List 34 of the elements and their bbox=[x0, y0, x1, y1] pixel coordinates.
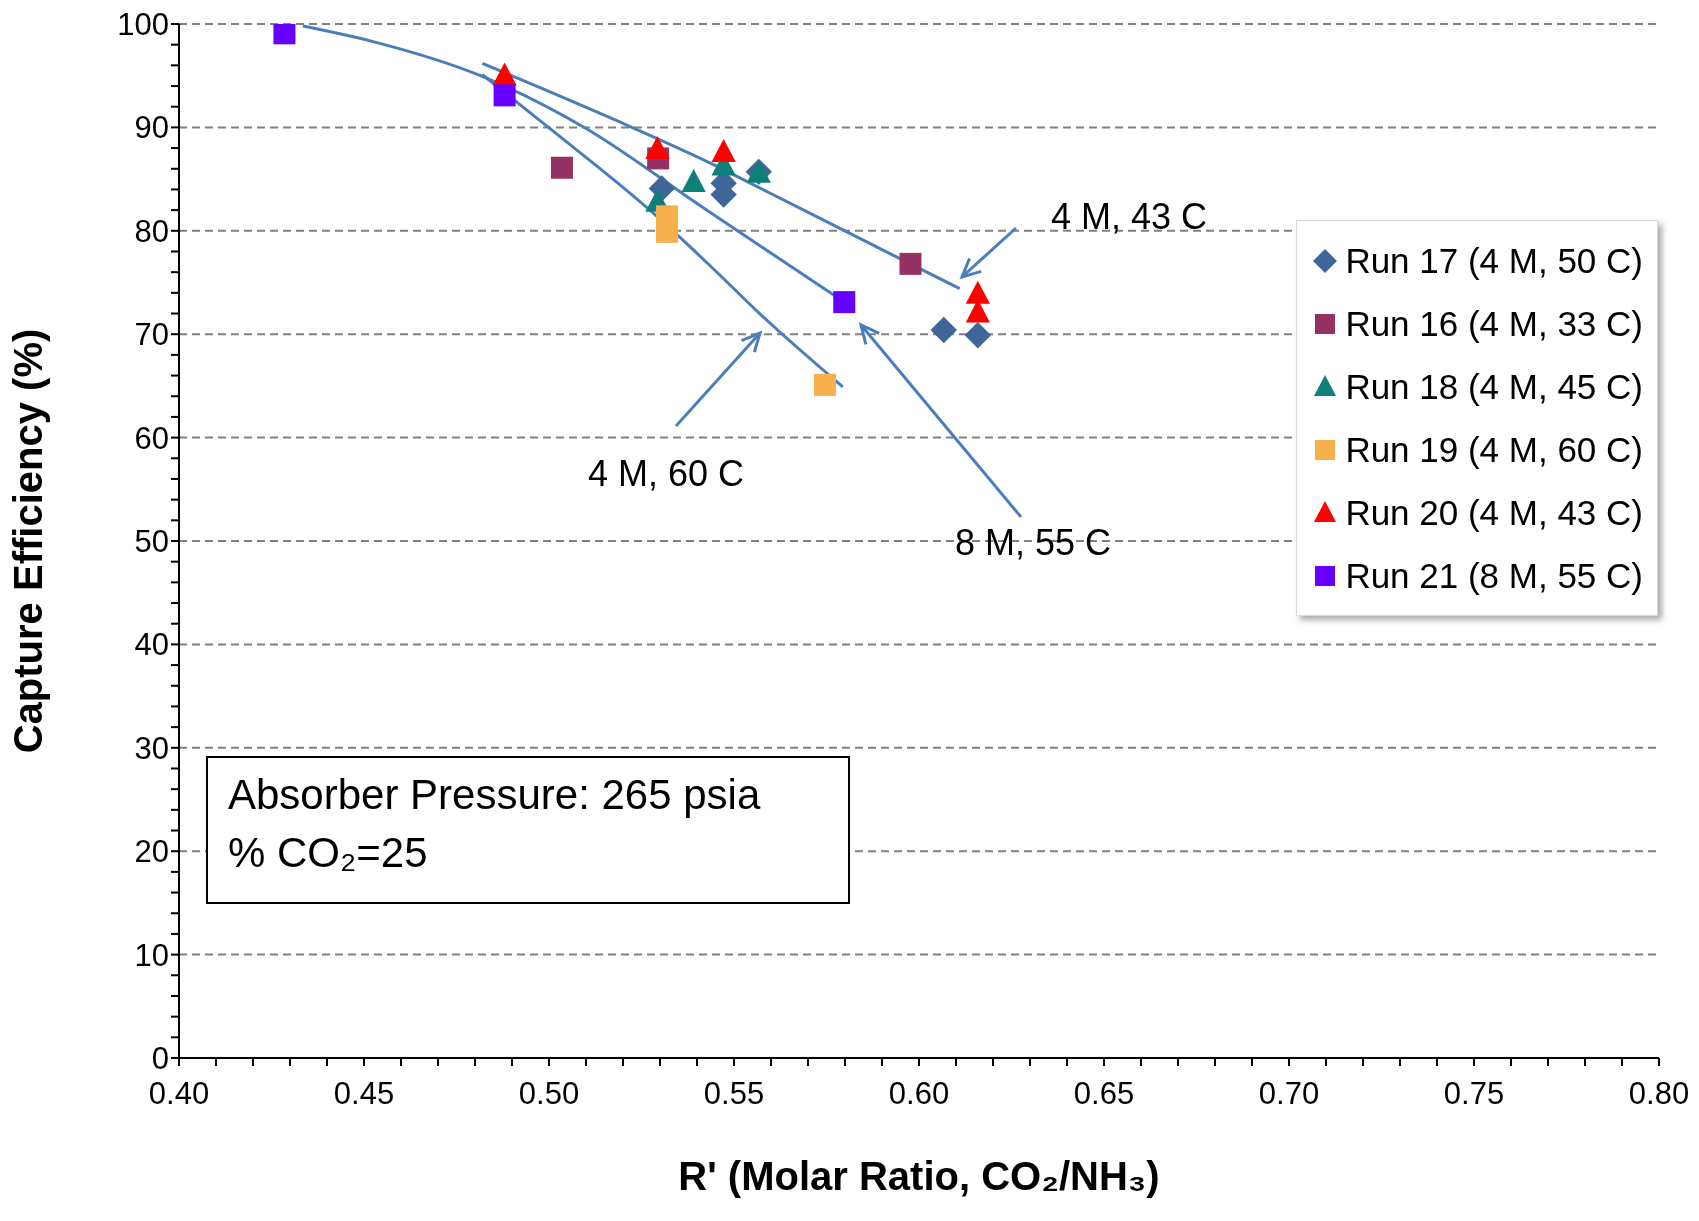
y-tick-label: 70 bbox=[134, 317, 169, 353]
y-tick-label: 90 bbox=[134, 110, 169, 146]
x-tick-label: 0.75 bbox=[1443, 1076, 1505, 1112]
legend-label: Run 17 (4 M, 50 C) bbox=[1345, 240, 1643, 281]
annotation: 8 M, 55 C bbox=[954, 521, 1112, 563]
annotation: 4 M, 60 C bbox=[587, 452, 745, 494]
legend-label: Run 18 (4 M, 45 C) bbox=[1345, 366, 1643, 407]
x-tick-label: 0.60 bbox=[888, 1076, 950, 1112]
note-box: Absorber Pressure: 265 psia % CO₂=25 bbox=[206, 756, 850, 904]
legend-label: Run 19 (4 M, 60 C) bbox=[1345, 429, 1643, 470]
x-tick-label: 0.80 bbox=[1628, 1076, 1690, 1112]
annotation: % CO₂=25 bbox=[228, 828, 429, 878]
y-tick-label: 0 bbox=[151, 1041, 169, 1077]
y-tick-label: 60 bbox=[134, 420, 169, 456]
x-tick-label: 0.40 bbox=[148, 1076, 210, 1112]
y-axis-title: Capture Efficiency (%) bbox=[6, 328, 51, 754]
x-tick-label: 0.65 bbox=[1073, 1076, 1135, 1112]
y-tick-label: 80 bbox=[134, 213, 169, 249]
y-tick-label: 10 bbox=[134, 937, 169, 973]
legend-label: Run 20 (4 M, 43 C) bbox=[1345, 492, 1643, 533]
y-tick-label: 50 bbox=[134, 524, 169, 560]
y-tick-label: 30 bbox=[134, 730, 169, 766]
x-tick-label: 0.70 bbox=[1258, 1076, 1320, 1112]
legend-label: Run 16 (4 M, 33 C) bbox=[1345, 303, 1643, 344]
annotation: 4 M, 43 C bbox=[1050, 195, 1208, 237]
x-tick-label: 0.55 bbox=[703, 1076, 765, 1112]
y-tick-label: 100 bbox=[117, 7, 169, 43]
annotation: Absorber Pressure: 265 psia bbox=[228, 770, 762, 820]
x-tick-label: 0.45 bbox=[333, 1076, 395, 1112]
y-tick-label: 40 bbox=[134, 627, 169, 663]
x-axis-title: R' (Molar Ratio, CO₂/NH₃) bbox=[678, 1154, 1160, 1198]
y-tick-label: 20 bbox=[134, 834, 169, 870]
legend-label: Run 21 (8 M, 55 C) bbox=[1345, 555, 1643, 596]
x-tick-label: 0.50 bbox=[518, 1076, 580, 1112]
